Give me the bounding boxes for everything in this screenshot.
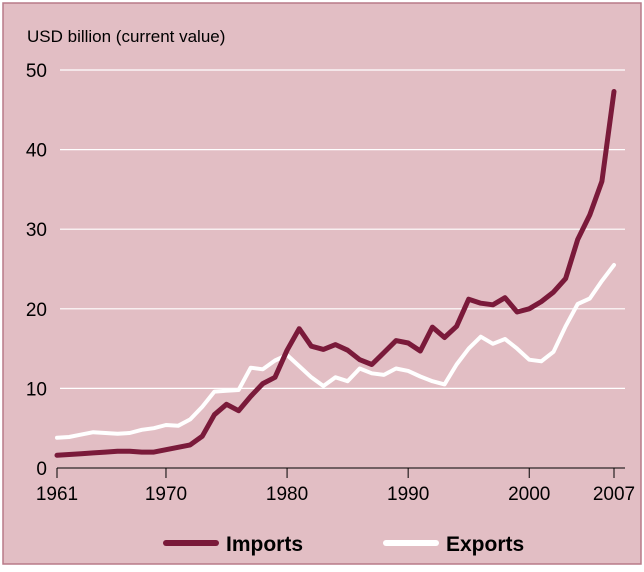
x-tick-label-1980: 1980 xyxy=(266,484,308,505)
y-tick-label-0: 0 xyxy=(36,459,47,480)
x-tick-label-2000: 2000 xyxy=(508,484,550,505)
x-tick-labels: 1961 1970 1980 1990 2000 2007 xyxy=(36,468,635,505)
legend-label-exports: Exports xyxy=(446,533,524,556)
legend: Imports Exports xyxy=(163,533,524,556)
y-tick-label-10: 10 xyxy=(26,379,47,400)
y-tick-label-30: 30 xyxy=(26,220,47,241)
chart-background xyxy=(2,2,642,565)
series-line-exports xyxy=(55,263,616,440)
legend-label-imports: Imports xyxy=(226,533,303,556)
x-tick-label-1961: 1961 xyxy=(36,484,78,505)
series-lines xyxy=(54,89,617,458)
grid-lines xyxy=(57,69,625,469)
y-tick-label-50: 50 xyxy=(26,61,47,82)
x-tick-label-1970: 1970 xyxy=(145,484,187,505)
x-tick-label-2007: 2007 xyxy=(593,484,635,505)
x-tick-label-1990: 1990 xyxy=(387,484,429,505)
series-line-imports xyxy=(54,89,617,458)
y-tick-label-40: 40 xyxy=(26,141,47,162)
y-tick-label-20: 20 xyxy=(26,300,47,321)
y-axis-label: USD billion (current value) xyxy=(27,27,225,46)
y-tick-labels: 0 10 20 30 40 50 xyxy=(26,61,47,480)
